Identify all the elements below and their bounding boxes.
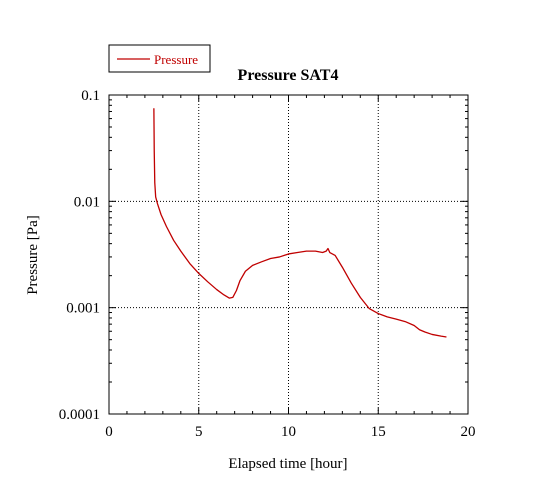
x-axis-label: Elapsed time [hour] xyxy=(228,456,347,472)
series-layer xyxy=(153,108,447,338)
x-tick-label: 5 xyxy=(195,424,203,440)
legend: Pressure xyxy=(108,44,211,73)
y-axis-label: Pressure [Pa] xyxy=(25,215,41,295)
plot-frame xyxy=(108,94,469,415)
y-tick-labels: 0.0001 0.001 0.01 0.1 xyxy=(59,88,100,423)
x-tick-label: 20 xyxy=(461,424,476,440)
series-line-pressure xyxy=(153,108,447,338)
y-tick-label: 0.1 xyxy=(81,88,100,104)
x-tick-labels: 0 5 10 15 20 xyxy=(105,424,475,440)
x-tick-label: 10 xyxy=(281,424,296,440)
y-tick-label: 0.01 xyxy=(74,194,100,210)
y-tick-label: 0.0001 xyxy=(59,407,100,423)
chart-title: Pressure SAT4 xyxy=(238,67,339,84)
x-tick-label: 15 xyxy=(371,424,386,440)
x-tick-label: 0 xyxy=(105,424,113,440)
legend-label: Pressure xyxy=(154,52,198,67)
y-tick-label: 0.001 xyxy=(66,301,100,317)
